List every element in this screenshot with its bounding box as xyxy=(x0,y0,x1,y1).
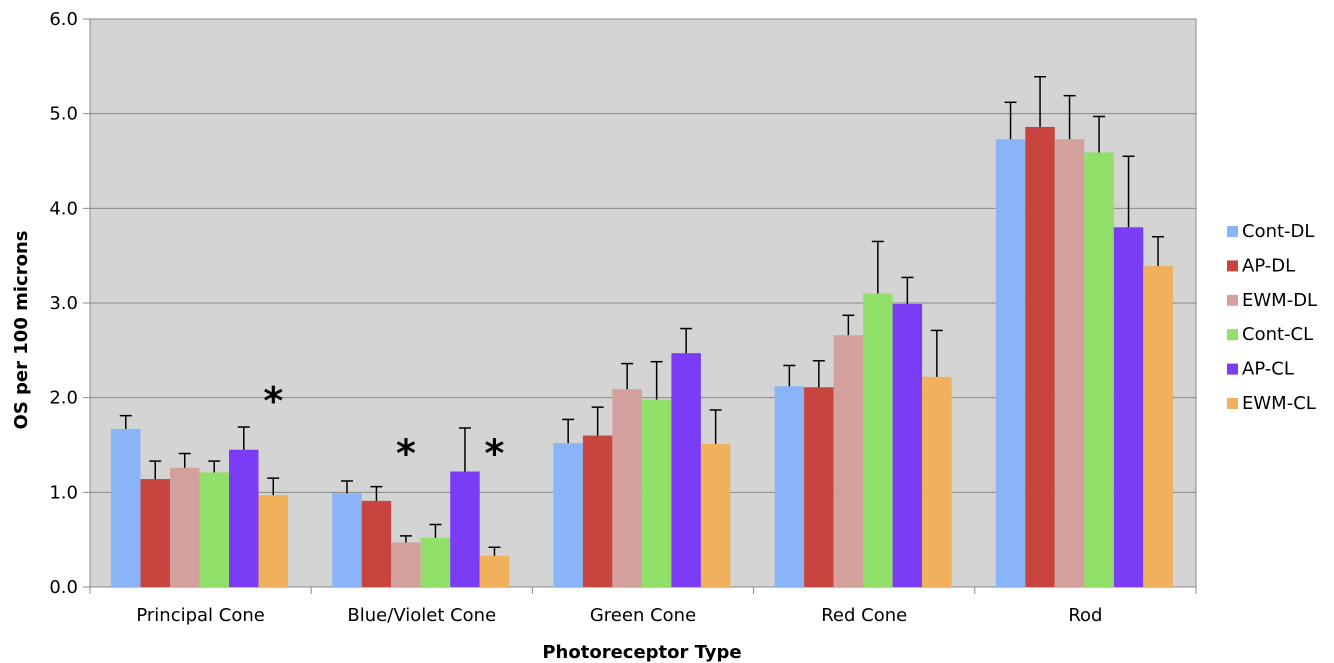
legend-label: Cont-DL xyxy=(1242,221,1314,242)
legend-label: AP-DL xyxy=(1242,255,1295,276)
bar xyxy=(863,293,893,587)
bar xyxy=(700,444,731,587)
bar xyxy=(671,353,701,587)
x-tick-label: Red Cone xyxy=(821,605,907,626)
x-axis-title: Photoreceptor Type xyxy=(542,642,741,663)
x-tick-label: Blue/Violet Cone xyxy=(347,605,496,626)
bar xyxy=(1025,126,1055,588)
bar xyxy=(612,389,642,587)
x-tick-label: Principal Cone xyxy=(136,605,265,626)
legend-swatch xyxy=(1227,363,1238,375)
bars-group xyxy=(111,126,1173,588)
legend-swatch xyxy=(1227,226,1238,237)
legend-label: EWM-CL xyxy=(1242,393,1316,414)
significance-star: * xyxy=(263,379,283,423)
bar xyxy=(1084,152,1114,588)
bar xyxy=(774,386,805,587)
y-tick-label: 6.0 xyxy=(49,9,78,30)
y-tick-label: 1.0 xyxy=(49,482,78,503)
bar xyxy=(229,449,259,587)
legend-label: EWM-DL xyxy=(1242,290,1317,311)
legend: Cont-DL AP-DL EWM-DL Cont-CL AP-CL EWM-CL xyxy=(1227,221,1317,414)
legend-label: AP-CL xyxy=(1242,359,1294,380)
bar xyxy=(641,399,672,587)
error-bars-group xyxy=(119,75,1165,556)
y-tick-label: 0.0 xyxy=(49,577,78,598)
legend-label: Cont-CL xyxy=(1242,324,1313,345)
y-axis-title: OS per 100 microns xyxy=(11,231,32,430)
bar xyxy=(995,139,1026,587)
bar xyxy=(450,471,480,587)
bar xyxy=(1143,266,1173,587)
bar xyxy=(391,542,421,587)
bar xyxy=(582,435,613,587)
bar xyxy=(332,493,362,587)
bar xyxy=(892,303,923,587)
bar xyxy=(111,428,141,587)
bar xyxy=(553,443,583,587)
bar xyxy=(1054,139,1085,587)
significance-star: * xyxy=(396,431,416,475)
bar xyxy=(361,500,392,587)
significance-markers: * * * xyxy=(263,379,504,475)
legend-swatch xyxy=(1227,260,1238,272)
bar xyxy=(833,335,864,587)
legend-swatch xyxy=(1227,294,1238,306)
bar xyxy=(1113,227,1144,587)
bar xyxy=(140,479,170,587)
y-tick-label: 3.0 xyxy=(49,293,78,314)
significance-star: * xyxy=(485,431,505,475)
y-axis-ticks: 0.0 1.0 2.0 3.0 4.0 5.0 6.0 xyxy=(49,9,90,598)
bar xyxy=(479,555,510,587)
bar xyxy=(258,495,288,587)
bar xyxy=(420,537,451,587)
x-tick-label: Rod xyxy=(1068,605,1102,626)
x-tick-label: Green Cone xyxy=(590,605,696,626)
y-tick-label: 4.0 xyxy=(49,198,78,219)
y-tick-label: 2.0 xyxy=(49,388,78,409)
y-tick-label: 5.0 xyxy=(49,104,78,125)
legend-swatch xyxy=(1227,329,1238,341)
bar xyxy=(922,376,952,587)
x-axis-ticks: Principal Cone Blue/Violet Cone Green Cone… xyxy=(89,587,1197,626)
legend-swatch xyxy=(1227,398,1238,409)
bar xyxy=(804,387,834,587)
bar xyxy=(170,467,200,587)
bar xyxy=(199,472,229,587)
